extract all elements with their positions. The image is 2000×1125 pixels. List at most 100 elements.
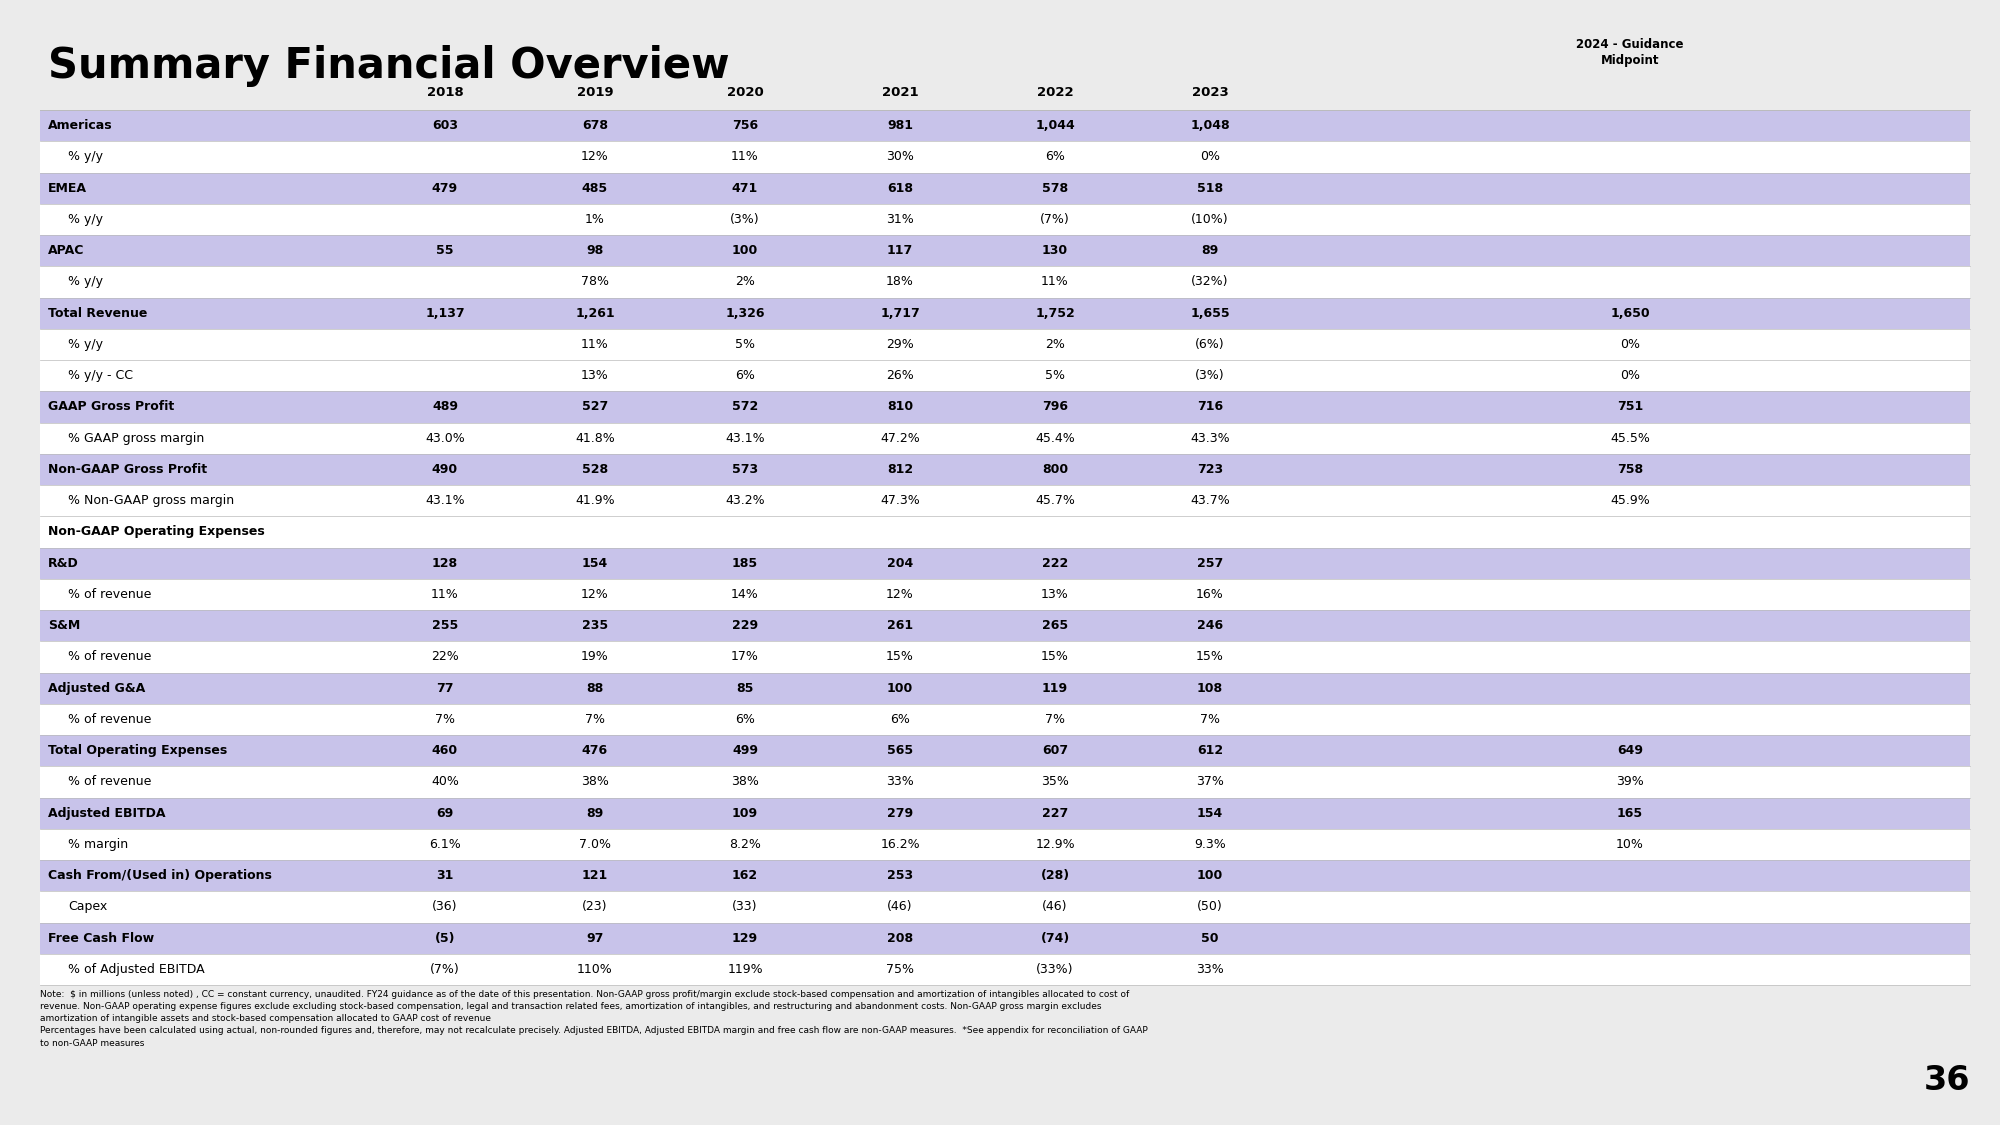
Bar [40, 954, 1970, 986]
Text: 47.3%: 47.3% [880, 494, 920, 507]
Text: 45.4%: 45.4% [1036, 432, 1074, 444]
Text: 255: 255 [432, 619, 458, 632]
Text: Non-GAAP Operating Expenses: Non-GAAP Operating Expenses [48, 525, 264, 539]
Text: 75%: 75% [886, 963, 914, 975]
Text: 78%: 78% [580, 276, 608, 288]
Text: 265: 265 [1042, 619, 1068, 632]
Text: 796: 796 [1042, 400, 1068, 413]
Text: 11%: 11% [1042, 276, 1068, 288]
Text: 121: 121 [582, 870, 608, 882]
Text: 43.0%: 43.0% [426, 432, 464, 444]
Text: Adjusted G&A: Adjusted G&A [48, 682, 146, 694]
Text: 5%: 5% [1044, 369, 1064, 382]
Text: 43.3%: 43.3% [1190, 432, 1230, 444]
Text: 43.2%: 43.2% [726, 494, 764, 507]
Text: 15%: 15% [1196, 650, 1224, 664]
Text: % of Adjusted EBITDA: % of Adjusted EBITDA [68, 963, 204, 975]
Text: 204: 204 [886, 557, 914, 569]
Text: 15%: 15% [1042, 650, 1068, 664]
Text: 2%: 2% [1046, 338, 1064, 351]
Text: 1,044: 1,044 [1036, 119, 1074, 132]
Text: 1,650: 1,650 [1610, 307, 1650, 319]
Text: (46): (46) [888, 900, 912, 914]
Text: 485: 485 [582, 181, 608, 195]
Bar [40, 172, 1970, 204]
Text: 9.3%: 9.3% [1194, 838, 1226, 850]
Text: 476: 476 [582, 744, 608, 757]
Text: 758: 758 [1616, 462, 1644, 476]
Bar [40, 360, 1970, 391]
Bar [40, 798, 1970, 829]
Text: 11%: 11% [582, 338, 608, 351]
Text: (7%): (7%) [430, 963, 460, 975]
Text: Adjusted EBITDA: Adjusted EBITDA [48, 807, 166, 820]
Bar [40, 548, 1970, 578]
Text: 1,326: 1,326 [726, 307, 764, 319]
Text: 573: 573 [732, 462, 758, 476]
Bar [40, 235, 1970, 267]
Text: 39%: 39% [1616, 775, 1644, 789]
Text: 2021: 2021 [882, 86, 918, 99]
Bar [40, 328, 1970, 360]
Bar [40, 891, 1970, 922]
Text: 119: 119 [1042, 682, 1068, 694]
Text: % margin: % margin [68, 838, 128, 850]
Text: 2022: 2022 [1036, 86, 1074, 99]
Text: (5): (5) [434, 932, 456, 945]
Bar [40, 142, 1970, 172]
Text: 100: 100 [732, 244, 758, 258]
Text: 55: 55 [436, 244, 454, 258]
Text: 33%: 33% [886, 775, 914, 789]
Text: 77: 77 [436, 682, 454, 694]
Text: (23): (23) [582, 900, 608, 914]
Text: 716: 716 [1196, 400, 1224, 413]
Text: 2%: 2% [736, 276, 754, 288]
Text: S&M: S&M [48, 619, 80, 632]
Text: (10%): (10%) [1192, 213, 1228, 226]
Text: (74): (74) [1040, 932, 1070, 945]
Text: 22%: 22% [432, 650, 458, 664]
Text: Capex: Capex [68, 900, 108, 914]
Bar [40, 735, 1970, 766]
Text: 110%: 110% [578, 963, 612, 975]
Text: 7%: 7% [436, 713, 456, 726]
Text: EMEA: EMEA [48, 181, 88, 195]
Text: 30%: 30% [886, 151, 914, 163]
Text: 17%: 17% [732, 650, 758, 664]
Bar [40, 297, 1970, 328]
Text: 109: 109 [732, 807, 758, 820]
Text: % of revenue: % of revenue [68, 713, 152, 726]
Text: 227: 227 [1042, 807, 1068, 820]
Text: 5%: 5% [736, 338, 756, 351]
Text: Summary Financial Overview: Summary Financial Overview [48, 45, 730, 87]
Text: 69: 69 [436, 807, 454, 820]
Text: 11%: 11% [732, 151, 758, 163]
Text: GAAP Gross Profit: GAAP Gross Profit [48, 400, 174, 413]
Text: 14%: 14% [732, 588, 758, 601]
Text: 723: 723 [1196, 462, 1224, 476]
Text: 1,752: 1,752 [1036, 307, 1074, 319]
Text: 6%: 6% [1046, 151, 1064, 163]
Text: 129: 129 [732, 932, 758, 945]
Text: 257: 257 [1196, 557, 1224, 569]
Text: 88: 88 [586, 682, 604, 694]
Text: 618: 618 [888, 181, 912, 195]
Text: 100: 100 [886, 682, 914, 694]
Text: 810: 810 [886, 400, 914, 413]
Text: 89: 89 [586, 807, 604, 820]
Bar [40, 267, 1970, 297]
Text: (46): (46) [1042, 900, 1068, 914]
Text: 45.7%: 45.7% [1036, 494, 1074, 507]
Bar [40, 641, 1970, 673]
Text: 154: 154 [582, 557, 608, 569]
Text: 185: 185 [732, 557, 758, 569]
Bar [40, 610, 1970, 641]
Text: Total Revenue: Total Revenue [48, 307, 148, 319]
Text: 43.1%: 43.1% [726, 432, 764, 444]
Text: 108: 108 [1196, 682, 1224, 694]
Text: (3%): (3%) [1196, 369, 1224, 382]
Bar [40, 673, 1970, 704]
Text: 41.9%: 41.9% [576, 494, 614, 507]
Text: 130: 130 [1042, 244, 1068, 258]
Text: 1,717: 1,717 [880, 307, 920, 319]
